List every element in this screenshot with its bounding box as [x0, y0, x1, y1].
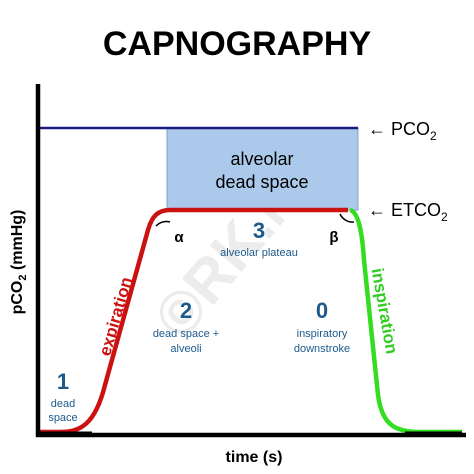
x-axis-label: time (s)	[226, 449, 283, 466]
phase-number: 2	[180, 298, 192, 323]
phase-number: 3	[253, 218, 265, 243]
phase-caption: dead	[51, 398, 75, 410]
etco2-sub: 2	[441, 210, 448, 224]
y-label-text: pCO	[9, 281, 26, 315]
etco2-label: ← ETCO2	[368, 200, 448, 224]
expiration-label: expiration	[95, 275, 136, 358]
y-axis-label: pCO2 (mmHg)	[9, 210, 29, 315]
phase-number: 1	[57, 369, 69, 394]
phase-caption: alveoli	[170, 343, 201, 355]
pco2-label: ← PCO2	[368, 119, 437, 143]
alpha: α	[174, 229, 184, 246]
phase-caption: downstroke	[294, 343, 350, 355]
phase-caption: alveolar plateau	[220, 247, 298, 259]
expiration-curve	[40, 207, 348, 435]
y-label-sub: 2	[17, 274, 29, 280]
title: CAPNOGRAPHY	[103, 25, 372, 63]
dead-space-box	[166, 127, 359, 211]
phase-caption: space	[48, 412, 77, 424]
phase-caption: dead space +	[153, 328, 219, 340]
beta: β	[329, 229, 338, 246]
y-label-unit: (mmHg)	[9, 210, 26, 275]
box-label: dead space	[215, 172, 308, 192]
alpha-arc	[155, 220, 171, 227]
beta-arc	[339, 213, 355, 223]
etco2-text: ← ETCO	[368, 200, 441, 220]
pco2-text: ← PCO	[368, 119, 430, 139]
pco2-sub: 2	[430, 129, 437, 143]
phase-number: 0	[316, 298, 328, 323]
inspiration-curve	[348, 207, 462, 435]
box-label: alveolar	[230, 149, 293, 169]
phase-caption: inspiratory	[297, 328, 348, 340]
